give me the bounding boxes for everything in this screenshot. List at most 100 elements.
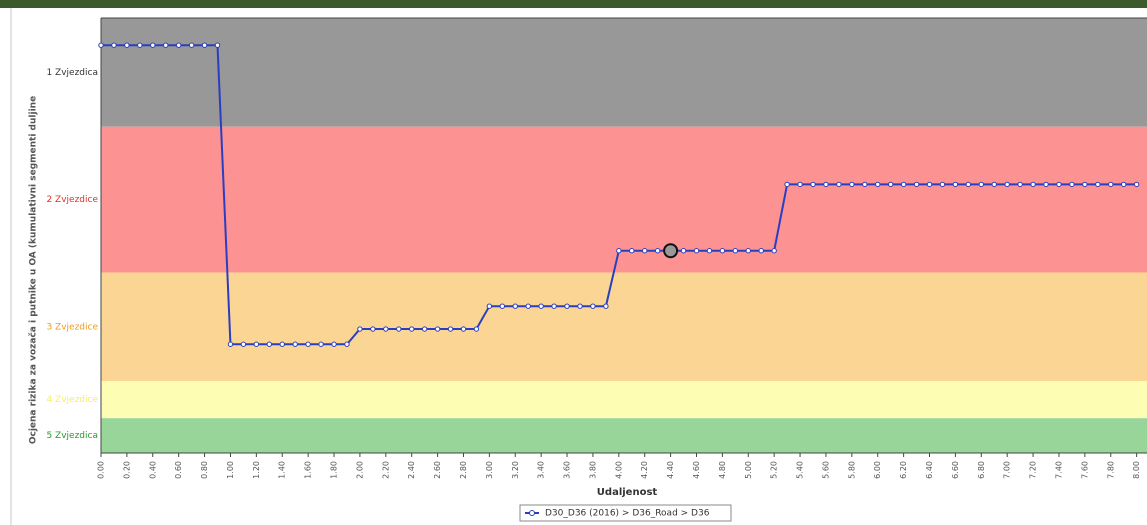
- point: [862, 181, 868, 188]
- x-tick-label: 3.80: [588, 461, 597, 479]
- point: [577, 303, 583, 309]
- band: [101, 381, 1147, 419]
- x-tick-label: 1.20: [252, 461, 261, 479]
- point: [434, 326, 441, 332]
- point: [1017, 181, 1023, 188]
- point: [1030, 181, 1036, 188]
- point: [926, 181, 933, 188]
- x-tick-label: 0.80: [200, 461, 209, 479]
- point: [525, 303, 531, 309]
- point: [913, 181, 920, 188]
- x-tick-label: 6.40: [925, 461, 934, 479]
- x-tick-label: 6.60: [951, 461, 960, 479]
- point: [758, 248, 764, 254]
- point: [978, 181, 984, 188]
- point: [188, 42, 195, 48]
- point: [1056, 181, 1062, 188]
- x-axis-title: Udaljenost: [597, 487, 658, 498]
- x-tick-label: 1.40: [278, 461, 287, 479]
- x-tick-label: 3.20: [511, 461, 520, 479]
- band-label: 4 Zvjezdice: [46, 395, 98, 405]
- point: [590, 303, 596, 309]
- point: [1095, 181, 1101, 188]
- point: [253, 341, 260, 347]
- x-tick-label: 3.00: [485, 461, 494, 479]
- point: [642, 248, 648, 254]
- point: [331, 341, 337, 347]
- point: [836, 181, 842, 188]
- point: [447, 326, 454, 332]
- point: [991, 181, 997, 188]
- x-tick-label: 0.60: [174, 461, 183, 479]
- point: [745, 248, 751, 254]
- band-label: 1 Zvjezdica: [46, 68, 98, 78]
- point: [629, 248, 635, 254]
- point: [473, 326, 480, 332]
- x-tick-label: 7.60: [1080, 461, 1089, 479]
- band-label: 5 Zvjezdica: [46, 431, 98, 441]
- x-tick-label: 6.80: [977, 461, 986, 479]
- x-tick-label: 2.40: [407, 461, 416, 479]
- point: [421, 326, 428, 332]
- point: [797, 181, 803, 188]
- x-tick-label: 2.00: [355, 461, 364, 479]
- point: [98, 42, 104, 48]
- band: [101, 126, 1147, 273]
- point: [564, 303, 570, 309]
- point: [680, 248, 687, 254]
- point: [771, 248, 777, 254]
- x-tick-label: 4.20: [640, 461, 649, 479]
- point: [357, 326, 363, 332]
- point: [616, 248, 622, 254]
- point: [849, 181, 855, 188]
- x-tick-label: 4.80: [718, 461, 727, 479]
- point: [965, 181, 972, 188]
- point: [137, 42, 143, 48]
- x-tick-label: 3.40: [537, 461, 546, 479]
- point: [1133, 181, 1140, 188]
- x-tick-label: 5.00: [744, 461, 753, 479]
- point: [887, 181, 894, 188]
- point: [499, 303, 506, 309]
- point: [292, 341, 298, 347]
- point: [1120, 181, 1127, 188]
- x-tick-label: 3.60: [563, 461, 572, 479]
- x-tick-label: 7.00: [1003, 461, 1012, 479]
- x-tick-label: 2.80: [459, 461, 468, 479]
- point: [370, 326, 376, 332]
- point: [551, 303, 557, 309]
- legend[interactable]: D30_D36 (2016) > D36_Road > D36: [519, 504, 732, 522]
- hovered-point: [663, 243, 679, 259]
- point: [1082, 181, 1088, 188]
- point: [344, 341, 350, 347]
- point: [693, 248, 700, 254]
- top-bar: [0, 0, 1147, 8]
- band: [101, 418, 1147, 453]
- point: [396, 326, 402, 332]
- x-tick-label: 1.60: [304, 461, 313, 479]
- x-tick-label: 0.40: [148, 461, 157, 479]
- x-tick-label: 4.60: [692, 461, 701, 479]
- legend-marker: [529, 510, 535, 516]
- x-tick-label: 6.20: [899, 461, 908, 479]
- point: [227, 341, 234, 347]
- band: [101, 272, 1147, 382]
- point: [214, 42, 221, 48]
- point: [875, 181, 881, 188]
- x-tick-label: 5.40: [796, 461, 805, 479]
- point: [719, 248, 726, 254]
- x-tick-label: 5.60: [821, 461, 830, 479]
- point: [538, 303, 544, 309]
- legend-label: D30_D36 (2016) > D36_Road > D36: [545, 509, 710, 519]
- point: [603, 303, 609, 309]
- x-tick-label: 6.00: [873, 461, 882, 479]
- y-axis-title: Ocjena rizika za vozača i putnike u OA (…: [28, 96, 39, 444]
- x-tick-label: 8.00: [1132, 461, 1141, 479]
- x-tick-label: 0.20: [122, 461, 131, 479]
- point: [150, 42, 156, 48]
- x-tick-label: 1.80: [330, 461, 339, 479]
- point: [124, 42, 130, 48]
- band-label: 2 Zvjezdice: [46, 195, 98, 205]
- point: [654, 248, 661, 254]
- point: [383, 326, 389, 332]
